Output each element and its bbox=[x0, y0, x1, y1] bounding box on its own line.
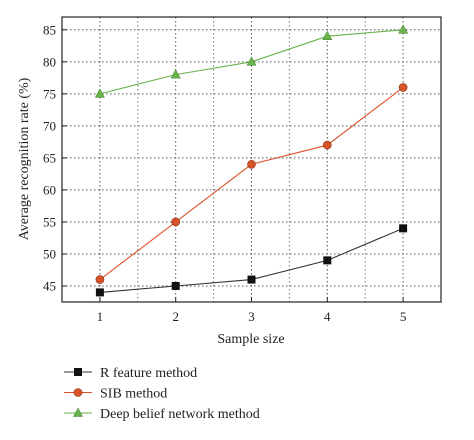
y-tick-label: 55 bbox=[43, 214, 56, 229]
y-tick-label: 60 bbox=[43, 182, 56, 197]
data-point bbox=[398, 83, 408, 92]
legend-marker bbox=[73, 388, 83, 397]
x-tick-label: 2 bbox=[172, 309, 179, 324]
y-tick-label: 85 bbox=[43, 22, 56, 37]
y-tick-label: 50 bbox=[43, 246, 56, 261]
series-line bbox=[99, 87, 404, 281]
data-point bbox=[246, 56, 257, 66]
x-tick-label: 1 bbox=[97, 309, 104, 324]
y-tick-label: 75 bbox=[43, 86, 56, 101]
data-point bbox=[170, 69, 181, 79]
y-axis-title: Average recognition rate (%) bbox=[17, 77, 32, 240]
y-tick-label: 45 bbox=[43, 278, 56, 293]
x-tick-label: 5 bbox=[400, 309, 407, 324]
x-tick-label: 3 bbox=[248, 309, 255, 324]
y-tick-label: 80 bbox=[43, 54, 56, 69]
data-point bbox=[171, 281, 180, 290]
data-point bbox=[322, 30, 333, 40]
legend-label: R feature method bbox=[100, 366, 197, 381]
x-axis-title: Sample size bbox=[217, 332, 284, 347]
data-point bbox=[247, 275, 256, 284]
series-layer bbox=[94, 24, 409, 297]
legend-marker bbox=[72, 407, 84, 417]
data-point bbox=[323, 256, 332, 265]
series-2 bbox=[94, 24, 409, 98]
y-tick-label: 70 bbox=[43, 118, 56, 133]
data-point bbox=[247, 160, 256, 169]
data-point bbox=[398, 24, 409, 34]
series-0 bbox=[95, 224, 408, 297]
legend-label: SIB method bbox=[100, 387, 167, 402]
legend-item-1: SIB method bbox=[64, 387, 167, 402]
series-1 bbox=[95, 83, 408, 284]
y-tick-label: 65 bbox=[43, 150, 56, 165]
legend-item-2: Deep belief network method bbox=[64, 407, 260, 422]
data-point bbox=[322, 140, 332, 150]
legend: R feature method SIB method Deep belief ne… bbox=[64, 366, 260, 422]
x-tick-label: 4 bbox=[324, 309, 331, 324]
data-point bbox=[399, 224, 408, 233]
data-point bbox=[95, 275, 105, 284]
legend-item-0: R feature method bbox=[64, 366, 197, 381]
data-point bbox=[95, 288, 104, 297]
legend-label: Deep belief network method bbox=[100, 407, 260, 422]
data-point bbox=[171, 217, 180, 227]
data-point bbox=[94, 88, 105, 98]
legend-marker bbox=[74, 368, 82, 376]
